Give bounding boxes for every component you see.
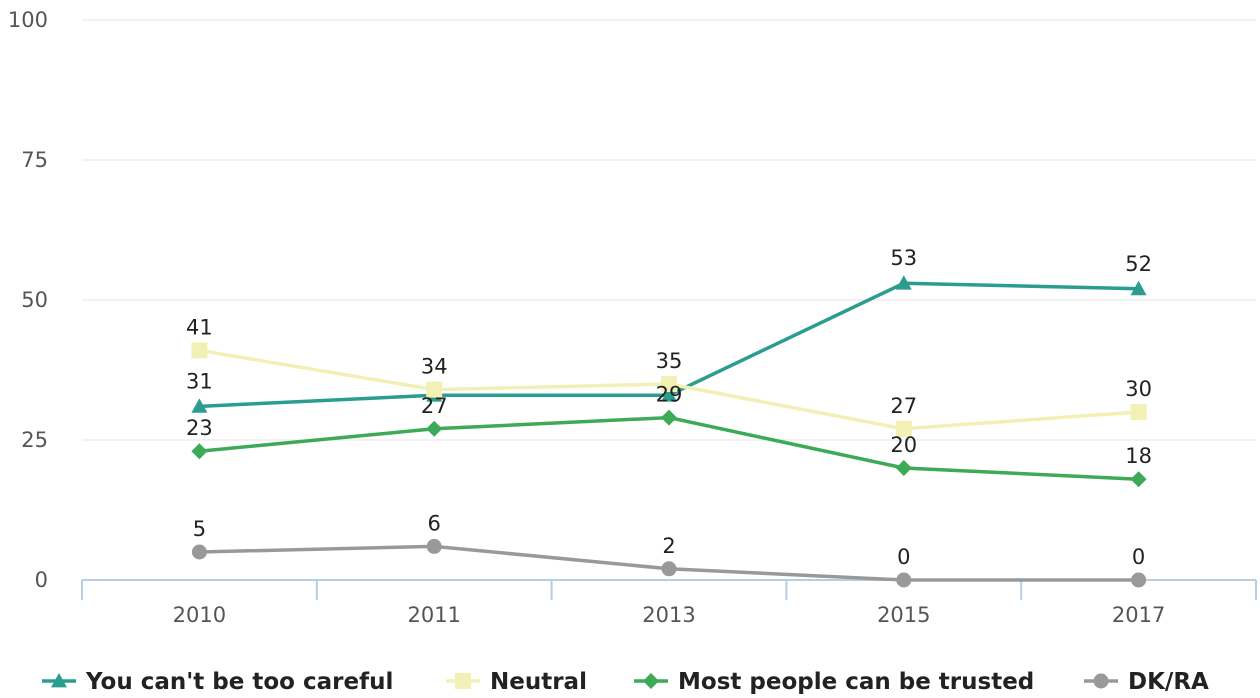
legend-label: You can't be too careful bbox=[85, 669, 393, 695]
data-point bbox=[661, 376, 677, 392]
x-tick-label: 2010 bbox=[173, 603, 226, 627]
data-point bbox=[661, 409, 677, 426]
data-label: 29 bbox=[656, 383, 683, 407]
y-tick-label: 100 bbox=[8, 8, 48, 32]
data-point bbox=[661, 561, 677, 577]
legend-item[interactable]: Neutral bbox=[446, 669, 587, 695]
data-point bbox=[191, 398, 208, 413]
data-label: 27 bbox=[890, 394, 917, 418]
data-point bbox=[191, 544, 207, 560]
data-label: 53 bbox=[890, 246, 917, 270]
legend-label: Most people can be trusted bbox=[678, 669, 1034, 695]
data-label: 35 bbox=[656, 349, 683, 373]
data-point bbox=[426, 420, 443, 437]
legend-marker bbox=[1093, 673, 1109, 689]
data-label: 20 bbox=[890, 433, 917, 457]
data-point bbox=[1130, 280, 1147, 296]
data-point bbox=[191, 342, 208, 359]
data-label: 18 bbox=[1125, 444, 1152, 468]
series-line bbox=[199, 415, 1139, 481]
legend-item[interactable]: DK/RA bbox=[1084, 669, 1209, 695]
y-tick-label: 25 bbox=[21, 428, 48, 452]
data-point bbox=[895, 420, 912, 437]
data-point bbox=[896, 572, 912, 588]
data-point bbox=[1131, 572, 1147, 588]
data-label: 0 bbox=[1132, 545, 1145, 569]
x-tick-label: 2017 bbox=[1112, 603, 1165, 627]
y-tick-label: 50 bbox=[21, 288, 48, 312]
data-label: 0 bbox=[897, 545, 910, 569]
x-tick-label: 2013 bbox=[642, 603, 695, 627]
data-point bbox=[1130, 471, 1147, 488]
legend-marker bbox=[51, 673, 67, 688]
data-label: 27 bbox=[421, 394, 448, 418]
data-label: 52 bbox=[1125, 252, 1152, 276]
legend-item[interactable]: Most people can be trusted bbox=[634, 669, 1034, 695]
legend-marker bbox=[455, 673, 471, 689]
data-point bbox=[1130, 404, 1147, 420]
legend[interactable]: You can't be too careful Neutral Most peop… bbox=[42, 669, 1209, 695]
data-point bbox=[661, 387, 677, 402]
series-group bbox=[191, 275, 1147, 588]
data-point bbox=[895, 275, 912, 290]
legend-item[interactable]: You can't be too careful bbox=[42, 669, 393, 695]
data-label: 31 bbox=[186, 369, 213, 393]
data-label: 23 bbox=[186, 416, 213, 440]
grid-lines bbox=[82, 19, 1256, 441]
data-label: 5 bbox=[193, 517, 206, 541]
x-axis: 2010 2011 2013 2015 2017 bbox=[81, 579, 1257, 627]
y-axis: 0 25 50 75 100 bbox=[8, 8, 48, 592]
data-point bbox=[895, 460, 912, 476]
data-label: 30 bbox=[1125, 377, 1152, 401]
x-tick-label: 2011 bbox=[407, 603, 460, 627]
legend-marker bbox=[643, 673, 659, 689]
legend-label: DK/RA bbox=[1128, 669, 1209, 695]
data-point bbox=[426, 381, 443, 398]
x-tick-label: 2015 bbox=[877, 603, 930, 627]
data-label: 41 bbox=[186, 315, 213, 339]
data-label: 6 bbox=[428, 511, 441, 535]
legend-label: Neutral bbox=[490, 669, 587, 695]
y-tick-label: 75 bbox=[21, 148, 48, 172]
y-tick-label: 0 bbox=[35, 568, 48, 592]
data-point bbox=[426, 538, 442, 554]
data-point bbox=[191, 443, 208, 460]
data-label: 2 bbox=[662, 534, 675, 558]
data-label: 34 bbox=[421, 355, 448, 379]
